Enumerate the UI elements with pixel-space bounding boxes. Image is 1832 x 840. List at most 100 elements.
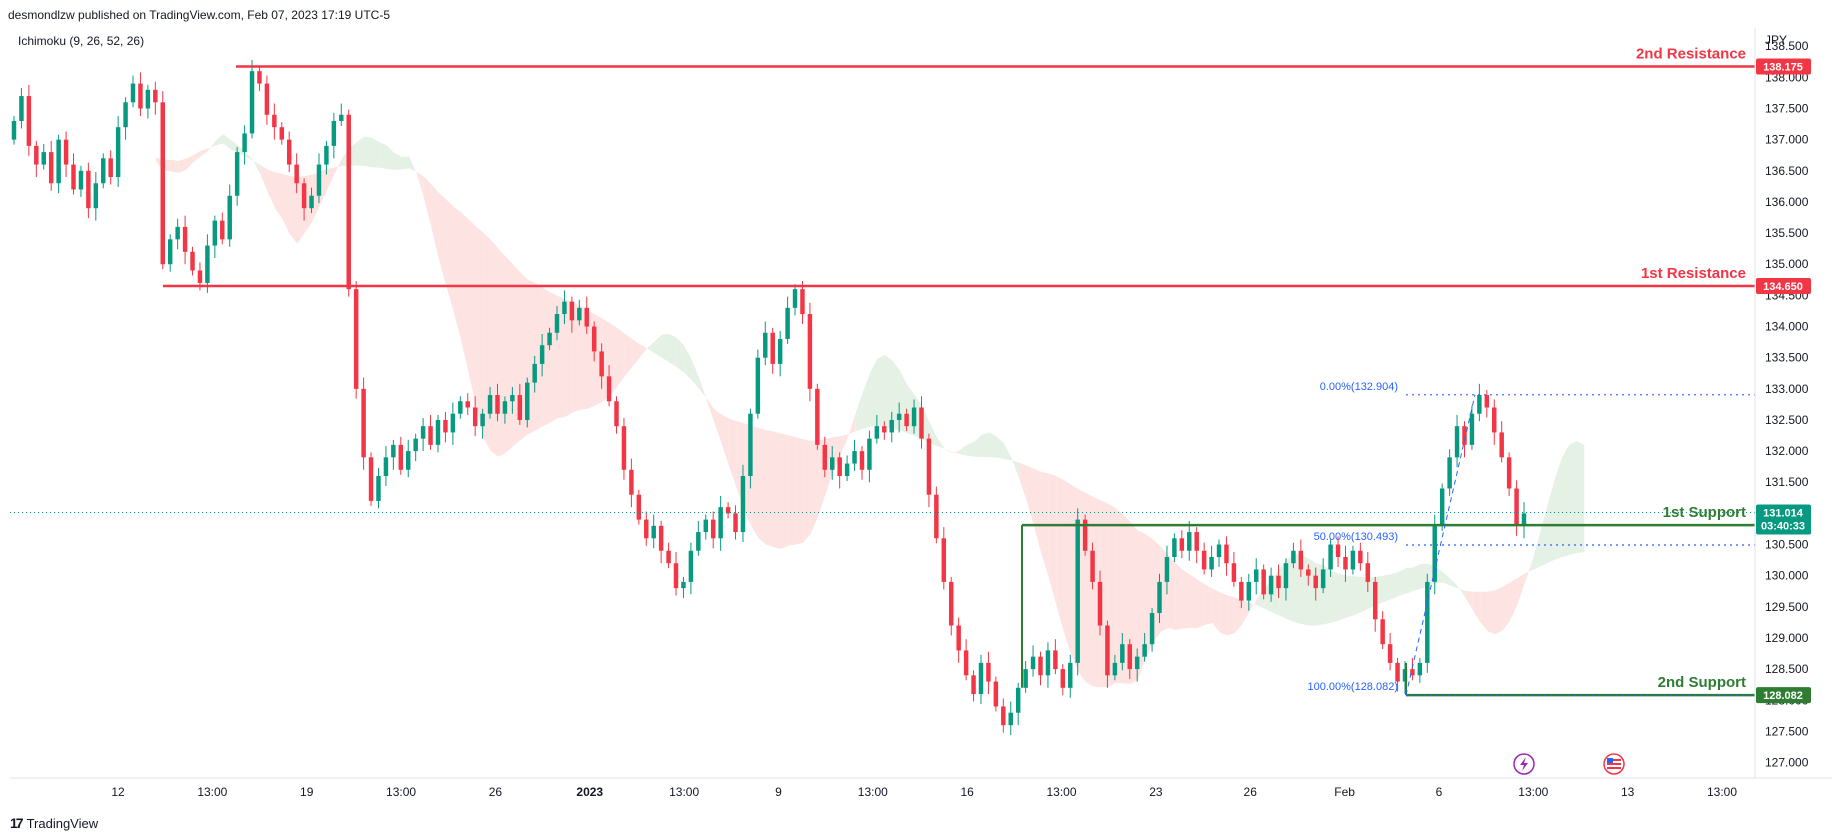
events-markers[interactable] [1513,753,1625,775]
candle-body [1477,395,1482,414]
candle-body [829,457,835,470]
candle-body [800,289,805,315]
price-axis[interactable]: 127.000127.500128.000128.500129.000129.5… [1765,39,1809,769]
price-tick: 131.500 [1765,475,1809,489]
time-axis[interactable]: 12 13:00 19 13:00 26 2023 13:00 9 13:00 16 13:00 23… [111,785,1737,799]
cloud-segment [1465,590,1473,610]
tradingview-logo-icon: 17 [10,815,24,831]
candle-body [666,550,671,564]
cloud-segment [1085,492,1094,687]
candle-body [413,438,418,452]
time-tick: 13:00 [858,785,888,799]
candle-body [949,581,954,626]
cloud-segment [594,314,603,406]
candle-body [346,114,351,290]
candle-body [1239,581,1244,601]
candle-body [1298,550,1304,570]
time-tick: 2023 [576,785,603,799]
cloud-segment [699,377,707,400]
cloud-segment [1361,576,1369,613]
cloud-segment [1390,571,1399,600]
candle-body [1514,488,1519,526]
cloud-segment [431,184,439,259]
candle-body [1506,457,1512,489]
candle-body [867,438,872,470]
candle-body [361,388,366,458]
cloud-segment [1175,563,1183,630]
tradingview-logo[interactable]: 17 TradingView [10,815,98,831]
candle-body [1328,544,1333,570]
price-tick: 136.500 [1765,164,1809,178]
candle-body [220,220,225,240]
candle-body [710,519,716,539]
candle-body [926,438,932,495]
level-badge [1756,687,1811,704]
cloud-segment [892,360,900,431]
cloud-segment [237,145,246,157]
cloud-segment [624,333,633,377]
candle-body [153,89,158,103]
cloud-segment [1219,592,1228,636]
cloud-segment [617,327,625,387]
cloud-segment [855,392,863,432]
cloud-segment [825,437,833,495]
indicator-legend[interactable]: Ichimoku (9, 26, 52, 26) [18,34,145,48]
candle-body [889,419,894,433]
cloud-segment [1056,476,1064,632]
cloud-segment [959,444,967,456]
candle-body [71,164,76,190]
cloud-segment [208,140,216,151]
cloud-segment [669,334,677,368]
candle-body [1380,619,1385,645]
cloud-segment [364,136,372,168]
cloud-segment [803,439,811,543]
cloud-segment [401,156,409,170]
candle-body [785,307,790,339]
candle-body [368,457,374,501]
candle-body [190,251,195,271]
candle-body [1038,656,1043,676]
cloud-segment [535,283,543,431]
candle-body [904,413,909,427]
candle-body [48,152,54,184]
price-tick: 129.500 [1765,600,1809,614]
cloud-segment [1123,514,1131,685]
cloud-segment [1383,574,1391,603]
candle-body [56,139,61,184]
candle-body [934,494,939,539]
candle-body [1120,644,1125,663]
cloud-segment [788,435,796,546]
cloud-segment [416,171,424,198]
candle-body [324,145,329,165]
cloud-segment [557,295,566,419]
candle-body [644,519,649,539]
cloud-segment [989,432,997,458]
candle-body [651,525,656,539]
cloud-segment [223,134,231,150]
candle-body [1209,556,1214,570]
cloud-segment [1509,578,1518,622]
candle-body [428,426,433,445]
price-tick: 129.000 [1765,631,1809,645]
cloud-segment [1197,579,1205,628]
cloud-segment [1442,571,1451,586]
candle-body [822,444,828,470]
cloud-segment [349,142,357,166]
candle-body [748,413,753,477]
cloud-segment [1480,591,1488,632]
cloud-segment [870,358,878,427]
cloud-segment [1026,465,1034,526]
candle-body [577,307,582,321]
cloud-segment [275,172,283,220]
fib-level-label: 100.00%(128.082) [1307,681,1398,693]
cloud-segment [647,341,655,354]
cloud-segment [542,287,551,427]
cloud-segment [1167,554,1176,630]
cloud-segment [490,240,499,457]
cloud-segment [795,437,804,545]
candle-body [1246,581,1252,601]
level-badge-text: 128.082 [1763,690,1803,702]
cloud-segment [1472,591,1481,622]
time-tick: 13:00 [1707,785,1737,799]
